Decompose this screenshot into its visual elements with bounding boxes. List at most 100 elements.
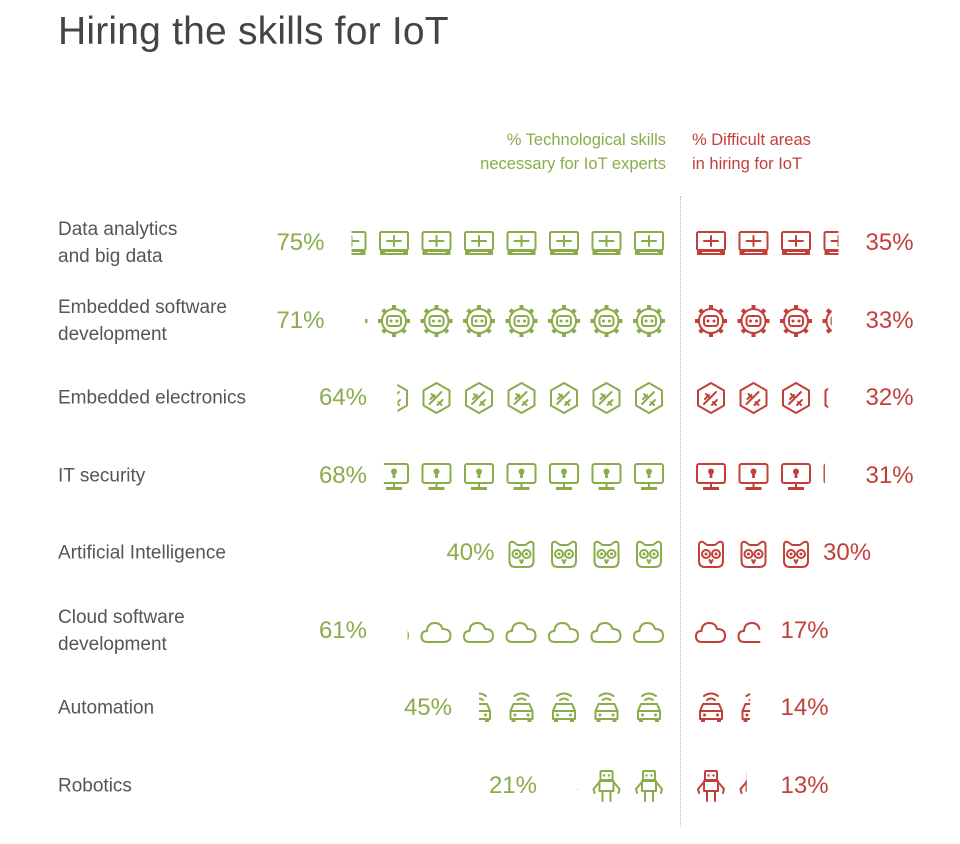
icon-bar [407, 621, 761, 643]
column-divider [680, 196, 681, 826]
hexagon-circuit-icon [697, 382, 725, 414]
gear-chip-icon [548, 304, 580, 337]
server-icon [634, 231, 664, 255]
skill-row: Cloud software development 61% 17% [0, 601, 960, 661]
skill-row: Artificial Intelligence [0, 523, 960, 583]
skill-label: Artificial Intelligence [58, 542, 226, 564]
left-header-line-2: necessary for IoT experts [480, 155, 666, 173]
icon-bar [479, 692, 751, 722]
monitor-lock-icon [696, 462, 726, 490]
server-icon [696, 231, 726, 255]
skill-label: IT security [58, 465, 146, 486]
server-icon [506, 231, 537, 255]
server-icon [738, 231, 769, 255]
chart-title: Hiring the skills for IoT [58, 10, 449, 53]
gear-chip-icon [378, 304, 410, 337]
robot-icon [592, 769, 621, 802]
hexagon-circuit-icon [422, 382, 451, 414]
hexagon-circuit-icon [782, 382, 810, 414]
gear-chip-icon [737, 304, 770, 337]
car-sensor-icon [594, 692, 619, 722]
right-header-line-2: in hiring for IoT [692, 155, 803, 173]
car-sensor-icon [552, 692, 576, 722]
skill-percent-label: 61% [318, 616, 367, 644]
monitor-lock-icon [506, 462, 537, 490]
gear-chip-icon [420, 304, 453, 337]
server-icon [823, 231, 839, 255]
cloud-icon [737, 621, 761, 643]
hexagon-circuit-icon [465, 382, 493, 414]
car-sensor-icon [741, 693, 751, 722]
difficulty-percent-label: 17% [780, 616, 829, 644]
owl-face-icon [636, 540, 662, 568]
monitor-lock-icon [383, 462, 409, 490]
server-icon [781, 231, 811, 255]
monitor-lock-icon [781, 462, 811, 490]
server-icon [464, 231, 494, 255]
skill-percent-label: 45% [403, 694, 452, 721]
robot-icon [697, 769, 725, 802]
skill-percent-label: 40% [446, 539, 495, 566]
cloud-icon [695, 621, 726, 643]
robot-icon [739, 770, 747, 794]
cloud-icon [505, 621, 537, 643]
hexagon-circuit-icon [824, 387, 829, 409]
owl-face-icon [698, 540, 724, 568]
skill-percent-label: 21% [488, 771, 537, 799]
skill-label: Cloud software development [58, 606, 185, 655]
difficulty-percent-label: 31% [865, 461, 914, 489]
server-icon [351, 231, 367, 255]
cloud-icon [407, 630, 409, 640]
skill-row: Data analytics and big data [0, 213, 960, 273]
owl-face-icon [783, 540, 809, 568]
difficulty-percent-label: 33% [865, 306, 914, 334]
left-series-header: % Technological skills necessary for IoT… [480, 128, 666, 176]
skill-row: Automation [0, 678, 960, 738]
cloud-icon [590, 621, 622, 643]
cloud-icon [548, 621, 579, 643]
server-icon [549, 231, 579, 255]
skill-row: Robotics [0, 756, 960, 816]
gear-chip-icon [633, 304, 665, 337]
server-icon [591, 231, 622, 255]
monitor-lock-icon [464, 462, 494, 490]
skill-row: IT security [0, 446, 960, 506]
hexagon-circuit-icon [507, 382, 536, 414]
difficulty-percent-label: 30% [823, 539, 872, 566]
car-sensor-icon [479, 692, 491, 722]
gear-chip-icon [463, 304, 495, 337]
skill-label: Data analytics and big data [58, 219, 178, 267]
icon-bar [577, 769, 747, 802]
icon-bar [508, 540, 809, 568]
owl-face-icon [740, 540, 767, 568]
cloud-icon [420, 621, 452, 643]
icon-bar [397, 382, 829, 414]
skill-label: Robotics [58, 775, 132, 796]
monitor-lock-icon [634, 462, 664, 490]
difficulty-percent-label: 35% [865, 229, 914, 256]
skill-percent-label: 68% [318, 461, 367, 489]
car-sensor-icon [699, 692, 723, 722]
hexagon-circuit-icon [592, 382, 621, 414]
gear-chip-icon [505, 304, 538, 337]
gear-chip-icon [695, 304, 727, 337]
owl-face-icon [551, 540, 577, 568]
car-sensor-icon [509, 692, 534, 722]
left-header-line-1: % Technological skills [506, 131, 666, 149]
gear-chip-icon [365, 318, 368, 323]
monitor-lock-icon [549, 462, 579, 490]
skill-label: Embedded electronics [58, 387, 246, 409]
hexagon-circuit-icon [397, 383, 408, 413]
owl-face-icon [593, 540, 620, 568]
hexagon-circuit-icon [635, 382, 663, 414]
monitor-lock-icon [738, 462, 769, 490]
right-header-line-1: % Difficult areas [692, 131, 811, 149]
skill-label: Automation [58, 697, 155, 719]
monitor-lock-icon [591, 462, 622, 490]
monitor-lock-icon [421, 462, 452, 490]
skill-percent-label: 71% [276, 306, 325, 334]
icon-bar [351, 231, 839, 255]
monitor-lock-icon [823, 462, 825, 484]
owl-face-icon [508, 540, 535, 568]
skill-percent-label: 64% [318, 384, 367, 411]
